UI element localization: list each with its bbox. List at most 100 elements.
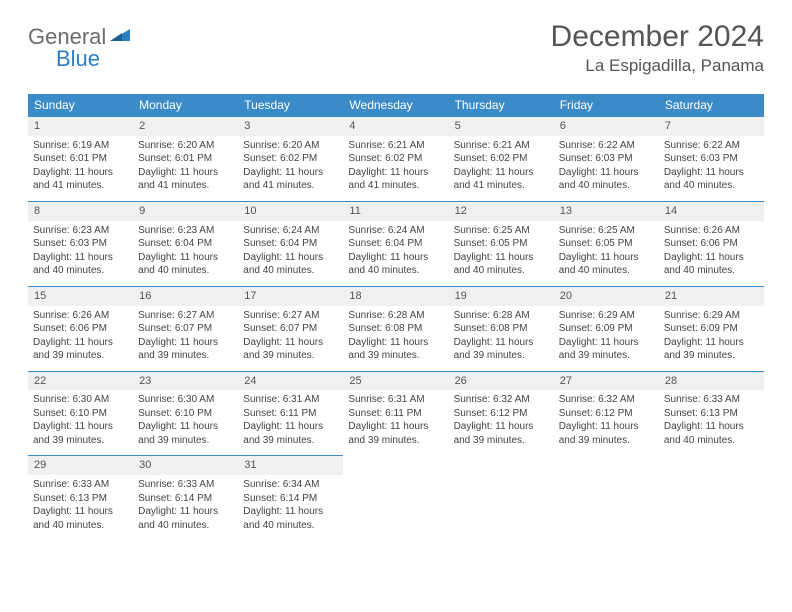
sunset-text: Sunset: 6:14 PM	[243, 492, 338, 506]
sunset-text: Sunset: 6:04 PM	[243, 237, 338, 251]
day-number: 22	[28, 372, 133, 391]
day-number: 13	[554, 202, 659, 221]
sunrise-text: Sunrise: 6:30 AM	[33, 393, 128, 407]
calendar-cell: 3Sunrise: 6:20 AMSunset: 6:02 PMDaylight…	[238, 117, 343, 202]
day-number: 27	[554, 372, 659, 391]
daylight-text: Daylight: 11 hours and 40 minutes.	[559, 166, 654, 193]
day-number: 15	[28, 287, 133, 306]
daylight-text: Daylight: 11 hours and 39 minutes.	[33, 420, 128, 447]
sunset-text: Sunset: 6:08 PM	[454, 322, 549, 336]
calendar-cell: 6Sunrise: 6:22 AMSunset: 6:03 PMDaylight…	[554, 117, 659, 202]
calendar-cell: 29Sunrise: 6:33 AMSunset: 6:13 PMDayligh…	[28, 456, 133, 540]
sunset-text: Sunset: 6:03 PM	[33, 237, 128, 251]
day-number: 9	[133, 202, 238, 221]
sunrise-text: Sunrise: 6:22 AM	[559, 139, 654, 153]
day-number: 29	[28, 456, 133, 475]
day-number: 23	[133, 372, 238, 391]
sunset-text: Sunset: 6:11 PM	[243, 407, 338, 421]
sunset-text: Sunset: 6:05 PM	[454, 237, 549, 251]
logo-text-blue: Blue	[56, 46, 100, 72]
daylight-text: Daylight: 11 hours and 40 minutes.	[664, 420, 759, 447]
calendar-cell	[343, 456, 448, 540]
day-number: 1	[28, 117, 133, 136]
sunrise-text: Sunrise: 6:21 AM	[348, 139, 443, 153]
calendar-cell: 27Sunrise: 6:32 AMSunset: 6:12 PMDayligh…	[554, 371, 659, 456]
sunrise-text: Sunrise: 6:33 AM	[138, 478, 233, 492]
calendar-cell: 20Sunrise: 6:29 AMSunset: 6:09 PMDayligh…	[554, 286, 659, 371]
day-number: 5	[449, 117, 554, 136]
header: General December 2024 La Espigadilla, Pa…	[28, 20, 764, 76]
daylight-text: Daylight: 11 hours and 41 minutes.	[33, 166, 128, 193]
daylight-text: Daylight: 11 hours and 40 minutes.	[243, 251, 338, 278]
logo-triangle-icon	[110, 27, 130, 48]
calendar-cell: 21Sunrise: 6:29 AMSunset: 6:09 PMDayligh…	[659, 286, 764, 371]
sunrise-text: Sunrise: 6:27 AM	[138, 309, 233, 323]
daylight-text: Daylight: 11 hours and 40 minutes.	[664, 166, 759, 193]
daylight-text: Daylight: 11 hours and 39 minutes.	[559, 420, 654, 447]
sunrise-text: Sunrise: 6:28 AM	[454, 309, 549, 323]
daylight-text: Daylight: 11 hours and 40 minutes.	[138, 505, 233, 532]
sunset-text: Sunset: 6:04 PM	[138, 237, 233, 251]
day-number: 11	[343, 202, 448, 221]
weekday-header: Friday	[554, 94, 659, 117]
daylight-text: Daylight: 11 hours and 41 minutes.	[138, 166, 233, 193]
sunrise-text: Sunrise: 6:23 AM	[33, 224, 128, 238]
calendar-cell: 23Sunrise: 6:30 AMSunset: 6:10 PMDayligh…	[133, 371, 238, 456]
day-number: 21	[659, 287, 764, 306]
calendar-cell: 10 Sunrise: 6:24 AMSunset: 6:04 PMDayligh…	[238, 201, 343, 286]
sunrise-text: Sunrise: 6:29 AM	[664, 309, 759, 323]
title-block: December 2024 La Espigadilla, Panama	[551, 20, 764, 76]
weekday-header: Sunday	[28, 94, 133, 117]
daylight-text: Daylight: 11 hours and 39 minutes.	[454, 336, 549, 363]
calendar-cell: 18Sunrise: 6:28 AMSunset: 6:08 PMDayligh…	[343, 286, 448, 371]
day-number: 18	[343, 287, 448, 306]
day-number: 17	[238, 287, 343, 306]
calendar-cell	[449, 456, 554, 540]
weekday-header: Thursday	[449, 94, 554, 117]
month-title: December 2024	[551, 20, 764, 54]
day-number: 28	[659, 372, 764, 391]
day-number: 7	[659, 117, 764, 136]
calendar-cell: 17Sunrise: 6:27 AMSunset: 6:07 PMDayligh…	[238, 286, 343, 371]
sunrise-text: Sunrise: 6:19 AM	[33, 139, 128, 153]
day-number: 20	[554, 287, 659, 306]
sunset-text: Sunset: 6:09 PM	[664, 322, 759, 336]
sunrise-text: Sunrise: 6:24 AM	[243, 224, 338, 238]
sunrise-text: Sunrise: 6:23 AM	[138, 224, 233, 238]
day-number: 2	[133, 117, 238, 136]
daylight-text: Daylight: 11 hours and 39 minutes.	[454, 420, 549, 447]
sunrise-text: Sunrise: 6:26 AM	[664, 224, 759, 238]
daylight-text: Daylight: 11 hours and 40 minutes.	[454, 251, 549, 278]
day-number: 10	[238, 202, 343, 221]
sunrise-text: Sunrise: 6:33 AM	[664, 393, 759, 407]
sunrise-text: Sunrise: 6:32 AM	[454, 393, 549, 407]
daylight-text: Daylight: 11 hours and 41 minutes.	[348, 166, 443, 193]
day-number: 31	[238, 456, 343, 475]
sunset-text: Sunset: 6:07 PM	[138, 322, 233, 336]
sunset-text: Sunset: 6:10 PM	[33, 407, 128, 421]
sunset-text: Sunset: 6:02 PM	[348, 152, 443, 166]
day-number: 19	[449, 287, 554, 306]
sunset-text: Sunset: 6:14 PM	[138, 492, 233, 506]
day-number: 26	[449, 372, 554, 391]
calendar-table: Sunday Monday Tuesday Wednesday Thursday…	[28, 94, 764, 540]
calendar-cell	[659, 456, 764, 540]
daylight-text: Daylight: 11 hours and 40 minutes.	[33, 251, 128, 278]
logo-blue-row: Blue	[28, 42, 100, 72]
sunset-text: Sunset: 6:12 PM	[454, 407, 549, 421]
sunset-text: Sunset: 6:03 PM	[559, 152, 654, 166]
sunset-text: Sunset: 6:09 PM	[559, 322, 654, 336]
daylight-text: Daylight: 11 hours and 40 minutes.	[243, 505, 338, 532]
day-number: 30	[133, 456, 238, 475]
sunset-text: Sunset: 6:05 PM	[559, 237, 654, 251]
sunset-text: Sunset: 6:03 PM	[664, 152, 759, 166]
sunset-text: Sunset: 6:02 PM	[243, 152, 338, 166]
calendar-cell: 31Sunrise: 6:34 AMSunset: 6:14 PMDayligh…	[238, 456, 343, 540]
daylight-text: Daylight: 11 hours and 40 minutes.	[33, 505, 128, 532]
calendar-row: 29Sunrise: 6:33 AMSunset: 6:13 PMDayligh…	[28, 456, 764, 540]
weekday-header: Tuesday	[238, 94, 343, 117]
day-number: 12	[449, 202, 554, 221]
daylight-text: Daylight: 11 hours and 40 minutes.	[348, 251, 443, 278]
day-number: 16	[133, 287, 238, 306]
calendar-cell: 19 Sunrise: 6:28 AMSunset: 6:08 PMDayligh…	[449, 286, 554, 371]
